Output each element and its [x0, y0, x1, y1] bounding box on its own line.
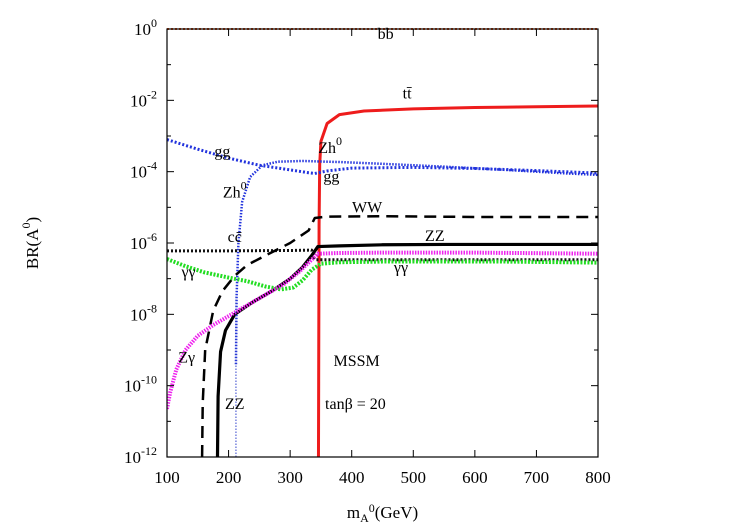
- annotation-mssm: MSSM: [334, 353, 380, 370]
- x-tick-label: 300: [277, 468, 303, 487]
- y-axis-label-sup: 0: [19, 223, 33, 229]
- x-tick-label: 100: [154, 468, 180, 487]
- series-gg: [167, 138, 598, 175]
- y-tick-label: 10-12: [124, 444, 157, 467]
- x-axis-label-rest: (GeV): [375, 503, 418, 522]
- annotation-bb: bb: [378, 26, 394, 43]
- y-axis-label: BR(A0): [19, 217, 42, 269]
- y-tick-label: 10-8: [130, 301, 157, 324]
- annotation-Zga: Zγ: [178, 349, 195, 366]
- y-tick-label: 10-6: [130, 230, 157, 253]
- annotation-tt: tt̄: [403, 86, 413, 103]
- series-WW: [200, 215, 598, 457]
- x-axis-label-base: m: [347, 503, 360, 522]
- series-tt: [316, 104, 598, 457]
- y-tick-label: 10-4: [130, 159, 157, 182]
- x-axis-label: mA0(GeV): [347, 501, 418, 525]
- annotation-gaga_right: γγ: [393, 260, 408, 277]
- x-axis-label-sup: 0: [369, 501, 375, 515]
- x-tick-label: 600: [462, 468, 488, 487]
- annotation-cc: cc̄: [228, 229, 242, 246]
- ticks-layer: 100 200 300 400 500 600 700 800 100 10-2 10-4 10-6 1…: [124, 16, 611, 487]
- y-axis-label-base: BR(A: [23, 228, 42, 269]
- x-axis-label-sub: A: [360, 511, 369, 525]
- x-tick-label: 400: [339, 468, 365, 487]
- y-tick-label: 10-2: [130, 87, 157, 110]
- annotation-ZZ_left: ZZ: [225, 396, 245, 413]
- y-tick-label: 100: [134, 16, 157, 39]
- annotation-Zh0_left: Zh0: [223, 178, 247, 201]
- series-gaga: [167, 257, 598, 292]
- annotation-gg_left: gg: [214, 144, 230, 161]
- y-axis-label-rest: ): [23, 217, 42, 223]
- x-tick-label: 500: [401, 468, 427, 487]
- annotation-WW: WW: [352, 200, 383, 217]
- annotation-ZZ_right: ZZ: [425, 228, 445, 245]
- x-tick-label: 200: [216, 468, 242, 487]
- series-layer: [167, 28, 598, 457]
- x-tick-label: 800: [585, 468, 611, 487]
- annotation-gaga_left: γγ: [180, 264, 195, 281]
- annotations-layer: bb tt̄ Zh0 gg gg Zh0 WW cc̄ ZZ γγ γγ Zγ ZZ MSSM tanβ =…: [178, 26, 444, 413]
- annotation-tanb: tanβ = 20: [325, 396, 386, 413]
- series-Zga: [167, 250, 598, 410]
- annotation-Zh0_right: Zh0: [318, 134, 342, 157]
- x-tick-label: 700: [524, 468, 550, 487]
- y-tick-label: 10-10: [124, 373, 157, 396]
- annotation-gg_right: gg: [323, 169, 339, 186]
